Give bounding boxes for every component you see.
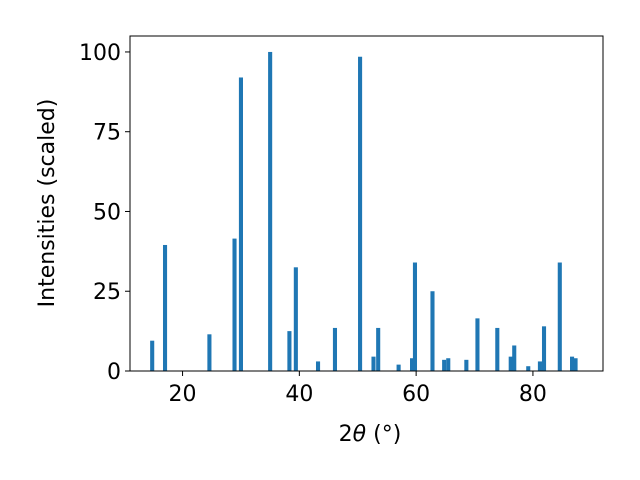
bar: [162, 244, 168, 371]
bar: [332, 327, 338, 371]
x-axis-ticks: 20 40 60 80: [169, 371, 547, 407]
bar: [573, 358, 578, 371]
bar: [541, 326, 547, 371]
bar: [442, 359, 447, 371]
bar: [268, 51, 273, 371]
bar: [232, 238, 237, 371]
y-tick-label: 75: [93, 121, 121, 146]
bar: [376, 327, 381, 371]
x-axis-label-theta: θ: [353, 422, 367, 447]
bar: [410, 358, 415, 371]
bar: [570, 356, 575, 371]
y-tick-label: 25: [93, 280, 121, 305]
bar: [150, 340, 155, 371]
bar: [475, 318, 480, 371]
x-tick-label: 40: [285, 382, 313, 407]
y-axis-ticks: 0 25 50 75 100: [79, 41, 130, 385]
x-axis-label-prefix: 2: [339, 422, 353, 447]
x-axis-label: 2θ (°): [339, 422, 402, 447]
bar: [537, 361, 542, 371]
bars-group: [150, 51, 578, 372]
bar: [207, 334, 212, 371]
bar: [315, 361, 321, 371]
bar: [446, 358, 451, 371]
y-tick-label: 100: [79, 41, 121, 66]
bar: [512, 345, 517, 371]
y-axis-label: Intensities (scaled): [35, 99, 60, 308]
plot-frame: [129, 35, 604, 372]
bar: [508, 356, 513, 371]
bar: [464, 359, 469, 371]
bar: [293, 267, 298, 371]
x-tick-label: 80: [519, 382, 547, 407]
bar: [287, 331, 292, 371]
bar: [358, 56, 363, 372]
bar: [396, 364, 401, 371]
bar: [238, 77, 243, 371]
bar: [495, 327, 500, 371]
bar: [557, 262, 562, 371]
bar: [412, 262, 418, 371]
x-axis-label-unit: (°): [366, 422, 401, 447]
y-tick-label: 50: [93, 200, 121, 225]
bar: [430, 291, 435, 371]
bar: [371, 356, 376, 371]
bar: [526, 366, 531, 371]
x-tick-label: 20: [169, 382, 197, 407]
y-tick-label: 0: [107, 360, 121, 385]
x-tick-label: 60: [402, 382, 430, 407]
